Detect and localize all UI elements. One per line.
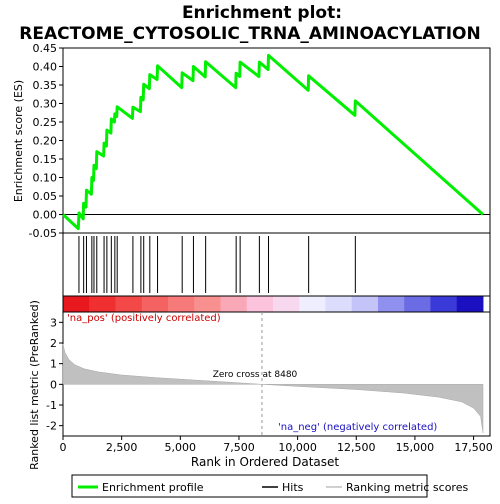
legend: Enrichment profile Hits Ranking metric sco… — [71, 474, 468, 498]
legend-label: Ranking metric scores — [346, 481, 468, 494]
heatmap-segment — [246, 296, 274, 312]
y-tick-label-top: 0.15 — [33, 153, 58, 166]
x-tick-label: 0 — [60, 441, 67, 454]
heatmap-segment — [299, 296, 326, 312]
y-tick-label-top: 0.40 — [33, 61, 58, 74]
chart-title-line2: REACTOME_CYTOSOLIC_TRNA_AMINOACYLATION — [19, 24, 480, 44]
chart-title-line1: Enrichment plot: — [182, 3, 342, 23]
x-tick-label: 5,000 — [165, 441, 197, 454]
y-axis-label-top: Enrichment score (ES) — [12, 80, 25, 202]
legend-label: Enrichment profile — [102, 481, 204, 494]
y-tick-label-bottom: -2 — [46, 420, 57, 433]
heatmap-segment — [167, 296, 195, 312]
heatmap-segment — [325, 296, 353, 312]
y-tick-label-bottom: 0 — [50, 378, 57, 391]
metric-panel: -2 -1 0 1 2 3 0 2,500 5,000 7,500 10,000 12,500 15,0… — [46, 311, 493, 454]
zero-cross-label: Zero cross at 8480 — [213, 370, 298, 380]
heatmap-segment — [430, 296, 458, 312]
positive-correlation-label: 'na_pos' (positively correlated) — [67, 313, 221, 324]
y-tick-label-bottom: 1 — [50, 358, 57, 371]
heatmap-segment — [404, 296, 431, 312]
y-tick-label-bottom: 2 — [50, 337, 57, 350]
y-tick-label-top: 0.00 — [33, 209, 58, 222]
y-tick-label-top: 0.35 — [33, 79, 58, 92]
x-axis-label: Rank in Ordered Dataset — [191, 455, 339, 469]
x-tick-label: 10,000 — [278, 441, 317, 454]
y-tick-label-top: 0.10 — [33, 172, 58, 185]
heatmap-segment — [89, 296, 116, 312]
legend-box — [71, 474, 428, 498]
heatmap-segment — [456, 296, 484, 312]
metric-plot-frame — [62, 311, 491, 437]
y-tick-label-bottom: 3 — [50, 316, 57, 329]
x-tick-label: 17,500 — [454, 441, 493, 454]
x-tick-label: 7,500 — [223, 441, 255, 454]
y-tick-label-top: 0.20 — [33, 135, 58, 148]
y-tick-label-top: 0.45 — [33, 42, 58, 55]
heatmap-segment — [141, 296, 169, 312]
heatmap-segment — [377, 296, 405, 312]
ranking-heatmap — [62, 295, 491, 313]
hits-frame — [62, 232, 491, 297]
hits-panel — [62, 232, 491, 297]
heatmap-segment — [272, 296, 300, 312]
negative-correlation-label: 'na_neg' (negatively correlated) — [278, 422, 437, 433]
es-plot-frame — [62, 47, 491, 234]
y-tick-label-top: 0.25 — [33, 116, 58, 129]
enrichment-profile-line — [61, 53, 484, 231]
y-tick-label-bottom: -1 — [46, 399, 57, 412]
heatmap-segment — [63, 296, 90, 312]
y-tick-label-top: -0.05 — [29, 227, 57, 240]
y-axis-label-bottom: Ranked list metric (PreRanked) — [28, 300, 41, 470]
x-tick-label: 2,500 — [106, 441, 138, 454]
heatmap-segment — [115, 296, 143, 312]
x-tick-label: 12,500 — [337, 441, 376, 454]
heatmap-segment — [351, 296, 379, 312]
legend-label: Hits — [282, 481, 304, 494]
heatmap-segment — [194, 296, 221, 312]
x-tick-label: 15,000 — [396, 441, 435, 454]
y-tick-label-top: 0.05 — [33, 190, 58, 203]
heatmap-segment — [220, 296, 248, 312]
y-tick-label-top: 0.30 — [33, 98, 58, 111]
es-panel: -0.05 0.00 0.05 0.10 0.15 0.20 0.25 0.30 0.35 0.4… — [29, 42, 491, 240]
